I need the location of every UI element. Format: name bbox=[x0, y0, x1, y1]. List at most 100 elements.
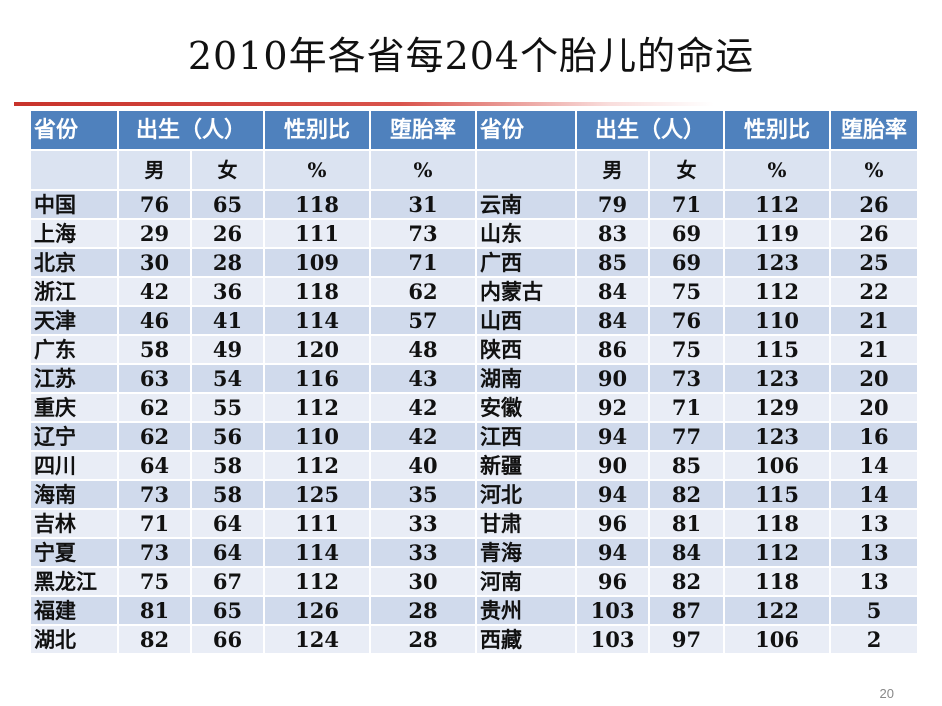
female-cell: 28 bbox=[189, 247, 266, 278]
col-header-births: 出生（人） bbox=[575, 109, 726, 151]
table-row: 天津 46 41 114 57 山西 84 76 110 21 bbox=[29, 305, 920, 336]
sex-ratio-cell: 126 bbox=[263, 595, 372, 626]
abortion-rate-cell: 30 bbox=[369, 566, 478, 597]
abortion-rate-cell: 73 bbox=[369, 218, 478, 249]
subheader-percent: % bbox=[369, 149, 478, 191]
table-row: 北京 30 28 109 71 广西 85 69 123 25 bbox=[29, 247, 920, 278]
sex-ratio-cell: 129 bbox=[723, 392, 832, 423]
female-cell: 97 bbox=[648, 624, 726, 655]
female-cell: 82 bbox=[648, 479, 726, 510]
male-cell: 81 bbox=[117, 595, 192, 626]
header-row: 省份 出生（人） 性别比 堕胎率 省份 出生（人） 性别比 堕胎率 bbox=[29, 109, 920, 151]
sex-ratio-cell: 123 bbox=[723, 421, 832, 452]
male-cell: 64 bbox=[117, 450, 192, 481]
province-cell: 广东 bbox=[29, 334, 119, 365]
female-cell: 65 bbox=[189, 595, 266, 626]
province-cell: 浙江 bbox=[29, 276, 119, 307]
female-cell: 82 bbox=[648, 566, 726, 597]
province-cell: 云南 bbox=[475, 189, 578, 220]
table-row: 江苏 63 54 116 43 湖南 90 73 123 20 bbox=[29, 363, 920, 394]
abortion-rate-cell: 40 bbox=[369, 450, 478, 481]
male-cell: 58 bbox=[117, 334, 192, 365]
sex-ratio-cell: 112 bbox=[723, 276, 832, 307]
abortion-rate-cell: 20 bbox=[829, 363, 920, 394]
female-cell: 49 bbox=[189, 334, 266, 365]
province-cell: 辽宁 bbox=[29, 421, 119, 452]
page-number: 20 bbox=[879, 686, 894, 701]
table-row: 辽宁 62 56 110 42 江西 94 77 123 16 bbox=[29, 421, 920, 452]
subheader-empty bbox=[475, 149, 578, 191]
subheader-empty bbox=[29, 149, 119, 191]
female-cell: 58 bbox=[189, 479, 266, 510]
male-cell: 82 bbox=[117, 624, 192, 655]
sex-ratio-cell: 123 bbox=[723, 247, 832, 278]
abortion-rate-cell: 14 bbox=[829, 479, 920, 510]
female-cell: 65 bbox=[189, 189, 266, 220]
sex-ratio-cell: 114 bbox=[263, 305, 372, 336]
sex-ratio-cell: 112 bbox=[723, 189, 832, 220]
table-row: 中国 76 65 118 31 云南 79 71 112 26 bbox=[29, 189, 920, 220]
male-cell: 63 bbox=[117, 363, 192, 394]
abortion-rate-cell: 20 bbox=[829, 392, 920, 423]
male-cell: 71 bbox=[117, 508, 192, 539]
female-cell: 67 bbox=[189, 566, 266, 597]
subheader-percent: % bbox=[263, 149, 372, 191]
subheader-female: 女 bbox=[648, 149, 726, 191]
female-cell: 55 bbox=[189, 392, 266, 423]
male-cell: 79 bbox=[575, 189, 651, 220]
sex-ratio-cell: 112 bbox=[263, 392, 372, 423]
subheader-male: 男 bbox=[575, 149, 651, 191]
subheader-male: 男 bbox=[117, 149, 192, 191]
female-cell: 36 bbox=[189, 276, 266, 307]
male-cell: 62 bbox=[117, 392, 192, 423]
sex-ratio-cell: 115 bbox=[723, 334, 832, 365]
abortion-rate-cell: 14 bbox=[829, 450, 920, 481]
abortion-rate-cell: 21 bbox=[829, 334, 920, 365]
sex-ratio-cell: 123 bbox=[723, 363, 832, 394]
province-cell: 新疆 bbox=[475, 450, 578, 481]
table-row: 宁夏 73 64 114 33 青海 94 84 112 13 bbox=[29, 537, 920, 568]
table-row: 广东 58 49 120 48 陕西 86 75 115 21 bbox=[29, 334, 920, 365]
table-row: 黑龙江 75 67 112 30 河南 96 82 118 13 bbox=[29, 566, 920, 597]
abortion-rate-cell: 22 bbox=[829, 276, 920, 307]
female-cell: 87 bbox=[648, 595, 726, 626]
province-cell: 江西 bbox=[475, 421, 578, 452]
col-header-sex-ratio: 性别比 bbox=[723, 109, 832, 151]
female-cell: 64 bbox=[189, 537, 266, 568]
province-cell: 河南 bbox=[475, 566, 578, 597]
male-cell: 84 bbox=[575, 276, 651, 307]
province-cell: 重庆 bbox=[29, 392, 119, 423]
province-cell: 甘肃 bbox=[475, 508, 578, 539]
province-cell: 四川 bbox=[29, 450, 119, 481]
sex-ratio-cell: 118 bbox=[263, 189, 372, 220]
subheader-percent: % bbox=[723, 149, 832, 191]
male-cell: 86 bbox=[575, 334, 651, 365]
province-cell: 山西 bbox=[475, 305, 578, 336]
abortion-rate-cell: 25 bbox=[829, 247, 920, 278]
male-cell: 46 bbox=[117, 305, 192, 336]
sex-ratio-cell: 112 bbox=[263, 450, 372, 481]
col-header-births: 出生（人） bbox=[116, 109, 266, 151]
female-cell: 71 bbox=[648, 189, 726, 220]
female-cell: 76 bbox=[648, 305, 726, 336]
province-cell: 内蒙古 bbox=[475, 276, 578, 307]
female-cell: 81 bbox=[648, 508, 726, 539]
sex-ratio-cell: 118 bbox=[723, 508, 832, 539]
male-cell: 76 bbox=[117, 189, 192, 220]
abortion-rate-cell: 28 bbox=[369, 624, 478, 655]
sex-ratio-cell: 118 bbox=[723, 566, 832, 597]
female-cell: 69 bbox=[648, 218, 726, 249]
sex-ratio-cell: 110 bbox=[263, 421, 372, 452]
province-cell: 海南 bbox=[29, 479, 119, 510]
sex-ratio-cell: 109 bbox=[263, 247, 372, 278]
male-cell: 94 bbox=[575, 479, 651, 510]
province-cell: 北京 bbox=[29, 247, 119, 278]
abortion-rate-cell: 48 bbox=[369, 334, 478, 365]
province-cell: 湖北 bbox=[29, 624, 119, 655]
col-header-abortion-rate: 堕胎率 bbox=[369, 109, 478, 151]
female-cell: 84 bbox=[648, 537, 726, 568]
table-row: 上海 29 26 111 73 山东 83 69 119 26 bbox=[29, 218, 920, 249]
province-cell: 安徽 bbox=[475, 392, 578, 423]
province-cell: 黑龙江 bbox=[29, 566, 119, 597]
abortion-rate-cell: 26 bbox=[829, 218, 920, 249]
